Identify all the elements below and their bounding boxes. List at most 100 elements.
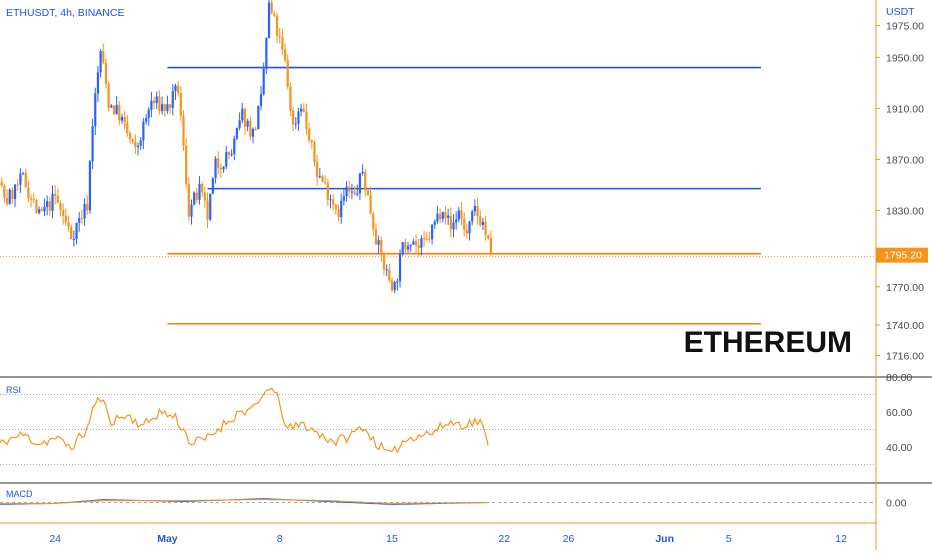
candle-body [249,121,251,137]
price-tick-label: 1770.00 [886,282,924,294]
candle-body [201,184,203,193]
candle-187 [487,234,489,239]
candle-174 [452,214,454,237]
candle-102 [260,86,262,110]
candle-body [412,241,414,244]
date-label: 5 [726,533,732,545]
candle-body [276,16,278,36]
price-tick-label: 1740.00 [886,320,924,332]
rsi-tick-label: 40.00 [886,442,912,454]
candle-body [271,2,273,13]
rsi-line [0,388,488,452]
candle-178 [463,212,465,237]
candle-160 [415,234,417,253]
date-label: 24 [49,533,61,545]
candle-body [43,207,45,211]
candle-86 [217,151,219,174]
price-axis[interactable]: USDT1975.001950.001910.001870.001830.001… [876,6,928,510]
candle-88 [222,166,224,173]
candle-114 [292,107,294,131]
candle-body [423,238,425,239]
candle-body [407,246,409,249]
candle-61 [150,92,152,117]
candle-74 [185,138,187,188]
candle-body [73,239,75,240]
candle-body [116,105,118,114]
candle-body [458,210,460,219]
level-lines-group [0,68,876,324]
candle-body [6,198,8,204]
candle-body [394,282,396,290]
candle-27 [59,200,61,216]
candle-body [468,222,470,234]
candle-body [217,158,219,167]
macd-tick-label: 0.00 [886,498,907,510]
candle-108 [276,13,278,43]
candle-body [300,109,302,112]
candle-body [14,185,16,199]
candle-162 [420,235,422,255]
candle-38 [89,160,91,214]
candle-53 [129,131,131,144]
candle-body [415,241,417,245]
candle-body [35,200,37,213]
candle-29 [65,208,67,225]
candle-137 [353,186,355,196]
candle-42 [100,49,102,77]
candle-body [204,192,206,200]
candle-body [418,245,420,247]
candle-body [212,178,214,193]
candle-body [402,242,404,254]
candle-body [279,36,281,37]
candle-body [172,91,174,108]
candle-43 [102,44,104,65]
candle-body [340,201,342,217]
candle-body [91,126,93,161]
candle-95 [241,103,243,123]
candle-body [150,101,152,110]
candle-body [108,84,110,108]
candle-body [295,124,297,125]
candle-80 [201,181,203,196]
candle-182 [474,199,476,216]
candle-body [9,190,11,204]
candle-153 [396,278,398,290]
candle-115 [295,117,297,129]
candle-158 [410,245,412,252]
candle-12 [19,168,21,193]
candle-98 [249,116,251,140]
candle-body [145,118,147,122]
candle-body [220,168,222,170]
candle-18 [35,199,37,214]
candle-body [132,139,134,142]
candle-177 [460,202,462,226]
candle-120 [308,123,310,143]
candle-body [166,104,168,111]
candle-90 [228,151,230,159]
candle-32 [73,231,75,247]
candle-body [434,222,436,225]
symbol-label[interactable]: ETHUSDT, 4h, BINANCE [6,7,124,19]
candle-30 [67,215,69,231]
candle-89 [225,146,227,169]
candle-76 [190,200,192,225]
candle-73 [182,110,184,151]
candle-body [57,196,59,203]
candle-body [158,96,160,111]
candle-body [370,195,372,214]
candle-134 [345,181,347,202]
candle-body [41,209,43,211]
candle-17 [33,193,35,204]
candle-21 [43,199,45,216]
candle-151 [391,277,393,292]
candle-body [46,201,48,207]
candle-55 [134,134,136,154]
candle-body [78,218,80,223]
candle-139 [359,173,361,200]
candle-body [65,216,67,222]
candle-186 [484,216,486,241]
candle-body [292,111,294,125]
currency-label: USDT [886,6,915,18]
